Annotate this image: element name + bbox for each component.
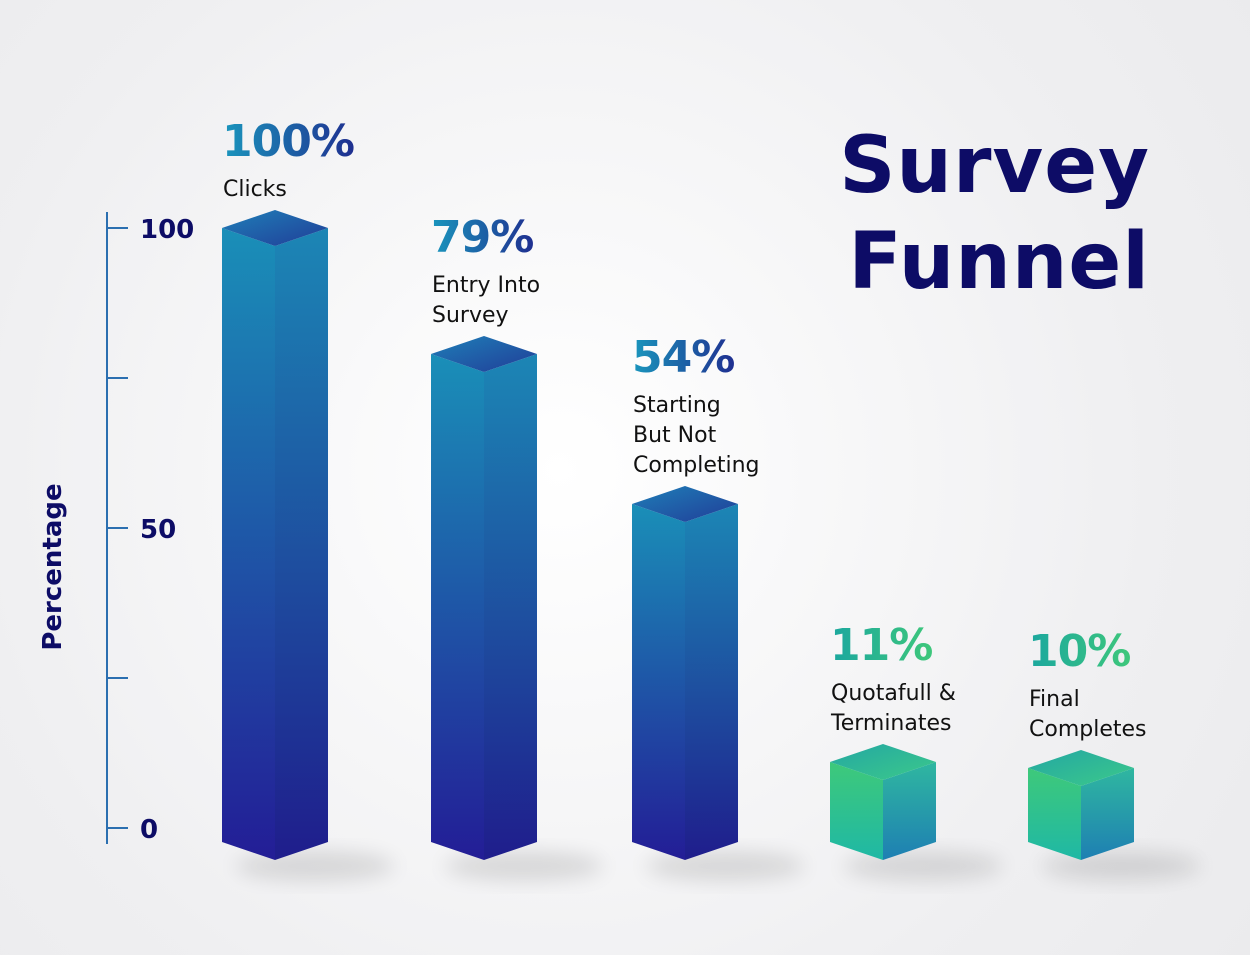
y-tick-label: 100 <box>140 215 194 245</box>
y-tick-label: 50 <box>140 515 176 545</box>
category-label-line: Completing <box>633 453 760 478</box>
bar-right-face <box>275 228 328 860</box>
bar-shadow <box>843 852 1003 880</box>
category-label: Entry Into Survey <box>432 273 540 328</box>
bar <box>632 486 805 880</box>
bar-top-face <box>431 336 537 372</box>
bar-shadow <box>1041 852 1201 880</box>
category-label: Quotafull & Terminates <box>830 681 956 736</box>
bar-left-face <box>431 354 484 860</box>
bar-right-face <box>1081 768 1134 860</box>
category-label-line: Starting <box>633 393 721 418</box>
bar-shadow <box>235 852 395 880</box>
bar <box>222 210 395 880</box>
bar-top-face <box>222 210 328 246</box>
bar-left-face <box>1028 768 1081 860</box>
chart-title-line-1: Survey <box>839 121 1150 211</box>
bar-left-face <box>830 762 883 860</box>
bar-top-face <box>632 486 738 522</box>
bar-right-face <box>484 354 537 860</box>
bar <box>1028 750 1201 880</box>
bar-shadow <box>645 852 805 880</box>
category-label: Final Completes <box>1029 687 1147 742</box>
category-label-line: But Not <box>633 423 717 448</box>
value-label: 11% <box>830 620 932 671</box>
value-label: 100% <box>222 116 354 167</box>
category-label-line: Survey <box>432 303 509 328</box>
chart-title: Survey Funnel <box>730 118 1150 310</box>
bar-left-face <box>222 228 275 860</box>
bar-shadow <box>444 852 604 880</box>
bar-right-face <box>685 504 738 860</box>
bar-left-face <box>632 504 685 860</box>
category-label: Clicks <box>223 177 287 202</box>
chart-title-line-2: Funnel <box>848 217 1150 307</box>
bar <box>830 744 1003 880</box>
value-label: 10% <box>1028 626 1130 677</box>
category-label-line: Terminates <box>830 711 951 736</box>
bar-top-face <box>830 744 936 780</box>
y-axis: 0 50 100 <box>106 212 194 845</box>
value-label: 54% <box>632 332 734 383</box>
category-label-line: Final <box>1029 687 1080 712</box>
category-label: Starting But Not Completing <box>633 393 760 478</box>
bar-top-face <box>1028 750 1134 786</box>
y-tick-label: 0 <box>140 815 158 845</box>
bar <box>431 336 604 880</box>
bar-right-face <box>883 762 936 860</box>
category-label-line: Completes <box>1029 717 1147 742</box>
category-label-line: Entry Into <box>432 273 540 298</box>
value-label: 79% <box>431 212 533 263</box>
category-label-line: Quotafull & <box>831 681 956 706</box>
category-label-line: Clicks <box>223 177 287 202</box>
